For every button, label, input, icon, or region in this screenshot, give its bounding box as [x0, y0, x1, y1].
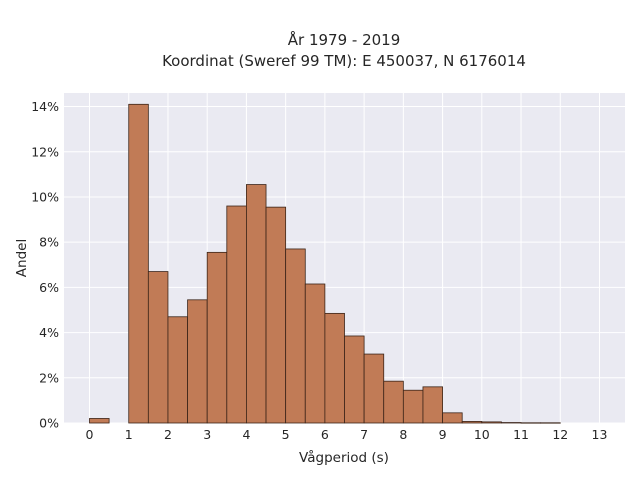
y-tick-label: 0%	[39, 416, 59, 431]
y-axis-label: Andel	[14, 239, 30, 277]
histogram-bar	[325, 313, 345, 423]
x-tick-label: 4	[242, 427, 250, 442]
histogram-bar	[129, 104, 149, 423]
x-tick-label: 2	[164, 427, 172, 442]
histogram-bar	[462, 421, 482, 423]
histogram-bar	[246, 185, 266, 423]
y-tick-label: 14%	[31, 99, 59, 114]
histogram-bar	[90, 418, 110, 423]
histogram-bar	[266, 207, 286, 423]
histogram-bar	[403, 390, 423, 423]
histogram-bar	[286, 249, 306, 423]
y-tick-label: 10%	[31, 189, 59, 204]
histogram-bar	[345, 336, 365, 423]
histogram-bar	[443, 413, 463, 423]
x-tick-label: 1	[125, 427, 133, 442]
y-tick-label: 8%	[39, 235, 59, 250]
y-tick-label: 4%	[39, 325, 59, 340]
histogram-bar	[482, 422, 502, 423]
y-tick-label: 2%	[39, 370, 59, 385]
x-tick-label: 9	[439, 427, 447, 442]
x-tick-label: 6	[321, 427, 329, 442]
y-tick-labels: 0% 2% 4% 6% 8% 10% 12% 14%	[31, 99, 59, 430]
chart-title-line-1: År 1979 - 2019	[288, 30, 401, 49]
histogram-bar	[305, 284, 325, 423]
x-tick-label: 10	[474, 427, 490, 442]
histogram-bar	[384, 381, 404, 423]
histogram-bar	[207, 252, 227, 423]
x-tick-label: 8	[399, 427, 407, 442]
y-tick-label: 12%	[31, 144, 59, 159]
histogram-bar	[168, 317, 188, 423]
x-tick-label: 11	[513, 427, 529, 442]
histogram-bar	[188, 300, 208, 423]
x-axis-label: Vågperiod (s)	[299, 449, 389, 466]
x-tick-label: 0	[86, 427, 94, 442]
x-tick-label: 12	[552, 427, 568, 442]
histogram-bar	[227, 206, 247, 423]
histogram-bar	[148, 272, 168, 423]
chart-title-line-2: Koordinat (Sweref 99 TM): E 450037, N 61…	[162, 52, 526, 70]
x-tick-label: 5	[282, 427, 290, 442]
x-tick-label: 13	[592, 427, 608, 442]
x-tick-label: 7	[360, 427, 368, 442]
histogram-bar	[423, 387, 443, 423]
x-tick-label: 3	[203, 427, 211, 442]
y-tick-label: 6%	[39, 280, 59, 295]
histogram-bar	[364, 354, 384, 423]
